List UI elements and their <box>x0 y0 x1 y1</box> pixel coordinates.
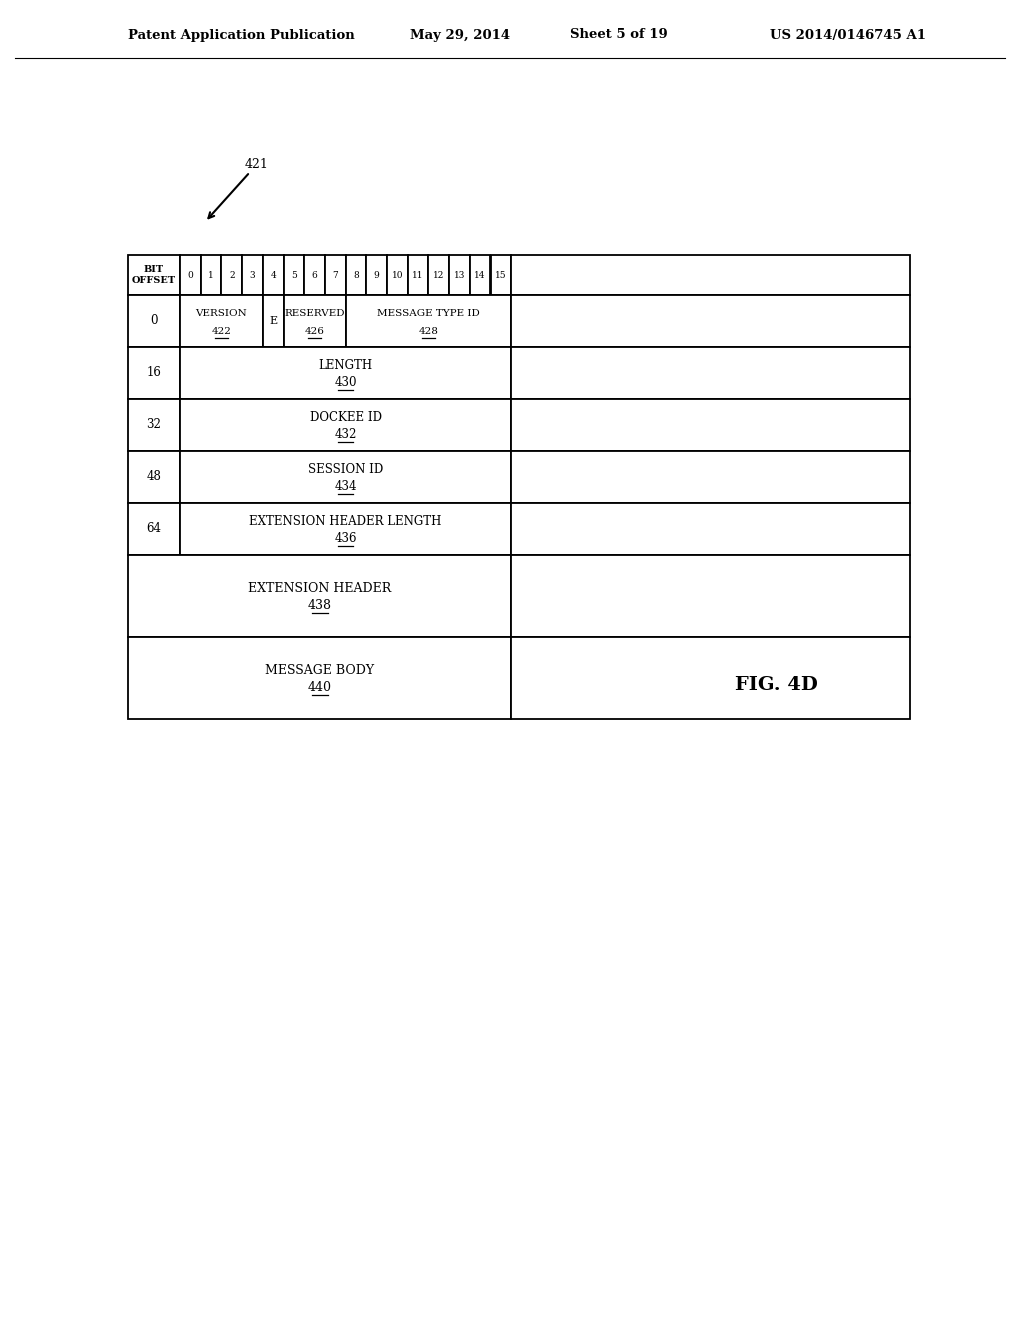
Bar <box>128 638 511 719</box>
Text: 440: 440 <box>307 681 332 694</box>
Bar <box>128 399 180 451</box>
Bar <box>180 255 201 294</box>
Text: 15: 15 <box>495 271 507 280</box>
Bar <box>180 294 263 347</box>
Text: 3: 3 <box>250 271 255 280</box>
Bar <box>242 255 263 294</box>
Bar <box>346 255 367 294</box>
Text: E: E <box>269 315 278 326</box>
Bar <box>367 255 387 294</box>
Text: 4: 4 <box>270 271 276 280</box>
Bar <box>128 294 180 347</box>
Bar <box>180 503 511 554</box>
Text: 436: 436 <box>335 532 356 545</box>
Bar <box>128 503 180 554</box>
Text: 16: 16 <box>146 367 162 379</box>
Text: 0: 0 <box>187 271 194 280</box>
Bar <box>128 451 180 503</box>
Text: 2: 2 <box>229 271 234 280</box>
Bar <box>284 255 304 294</box>
Text: 1: 1 <box>208 271 214 280</box>
Text: 0: 0 <box>151 314 158 327</box>
Bar <box>511 638 910 719</box>
Bar <box>221 255 242 294</box>
Text: 438: 438 <box>307 599 332 612</box>
Text: Patent Application Publication: Patent Application Publication <box>128 29 354 41</box>
Text: 428: 428 <box>419 326 438 335</box>
Bar <box>470 255 490 294</box>
Text: May 29, 2014: May 29, 2014 <box>410 29 510 41</box>
Text: 64: 64 <box>146 523 162 536</box>
Text: 426: 426 <box>304 326 325 335</box>
Bar <box>128 347 180 399</box>
Text: 14: 14 <box>474 271 486 280</box>
Text: Sheet 5 of 19: Sheet 5 of 19 <box>570 29 668 41</box>
Text: 432: 432 <box>335 429 356 441</box>
Text: FIG. 4D: FIG. 4D <box>735 676 818 694</box>
Text: LENGTH: LENGTH <box>318 359 373 372</box>
Text: VERSION: VERSION <box>196 309 247 318</box>
Text: MESSAGE TYPE ID: MESSAGE TYPE ID <box>377 309 480 318</box>
Bar <box>511 347 910 399</box>
Bar <box>180 399 511 451</box>
Text: RESERVED: RESERVED <box>285 309 345 318</box>
Text: 32: 32 <box>146 418 162 432</box>
Text: EXTENSION HEADER: EXTENSION HEADER <box>248 582 391 595</box>
Bar <box>128 554 511 638</box>
Text: 48: 48 <box>146 470 162 483</box>
Bar <box>284 294 346 347</box>
Bar <box>180 347 511 399</box>
Text: 5: 5 <box>291 271 297 280</box>
Bar <box>511 399 910 451</box>
Text: 10: 10 <box>391 271 403 280</box>
Text: 6: 6 <box>311 271 317 280</box>
Bar <box>263 255 284 294</box>
Bar <box>325 255 345 294</box>
Bar <box>408 255 428 294</box>
Text: 11: 11 <box>413 271 424 280</box>
Text: MESSAGE BODY: MESSAGE BODY <box>265 664 374 677</box>
Bar <box>346 294 511 347</box>
Text: DOCKEE ID: DOCKEE ID <box>309 412 382 425</box>
Text: EXTENSION HEADER LENGTH: EXTENSION HEADER LENGTH <box>250 516 441 528</box>
Text: BIT
OFFSET: BIT OFFSET <box>132 265 176 285</box>
Text: 9: 9 <box>374 271 380 280</box>
Bar <box>263 294 284 347</box>
Text: 8: 8 <box>353 271 358 280</box>
Text: US 2014/0146745 A1: US 2014/0146745 A1 <box>770 29 926 41</box>
Bar <box>387 255 408 294</box>
Text: 12: 12 <box>433 271 444 280</box>
Bar <box>304 255 325 294</box>
Bar <box>511 554 910 638</box>
Bar <box>450 255 470 294</box>
Bar <box>490 255 511 294</box>
Bar <box>180 451 511 503</box>
Bar <box>511 451 910 503</box>
Bar <box>511 294 910 347</box>
Bar <box>511 503 910 554</box>
Text: 13: 13 <box>454 271 465 280</box>
Bar <box>201 255 221 294</box>
Bar <box>511 255 910 294</box>
Text: 430: 430 <box>335 376 356 389</box>
Text: 434: 434 <box>335 480 356 494</box>
Bar <box>128 255 180 294</box>
Text: 422: 422 <box>212 326 231 335</box>
Text: 421: 421 <box>245 158 269 172</box>
Bar <box>428 255 450 294</box>
Text: 7: 7 <box>333 271 338 280</box>
Text: SESSION ID: SESSION ID <box>308 463 383 477</box>
